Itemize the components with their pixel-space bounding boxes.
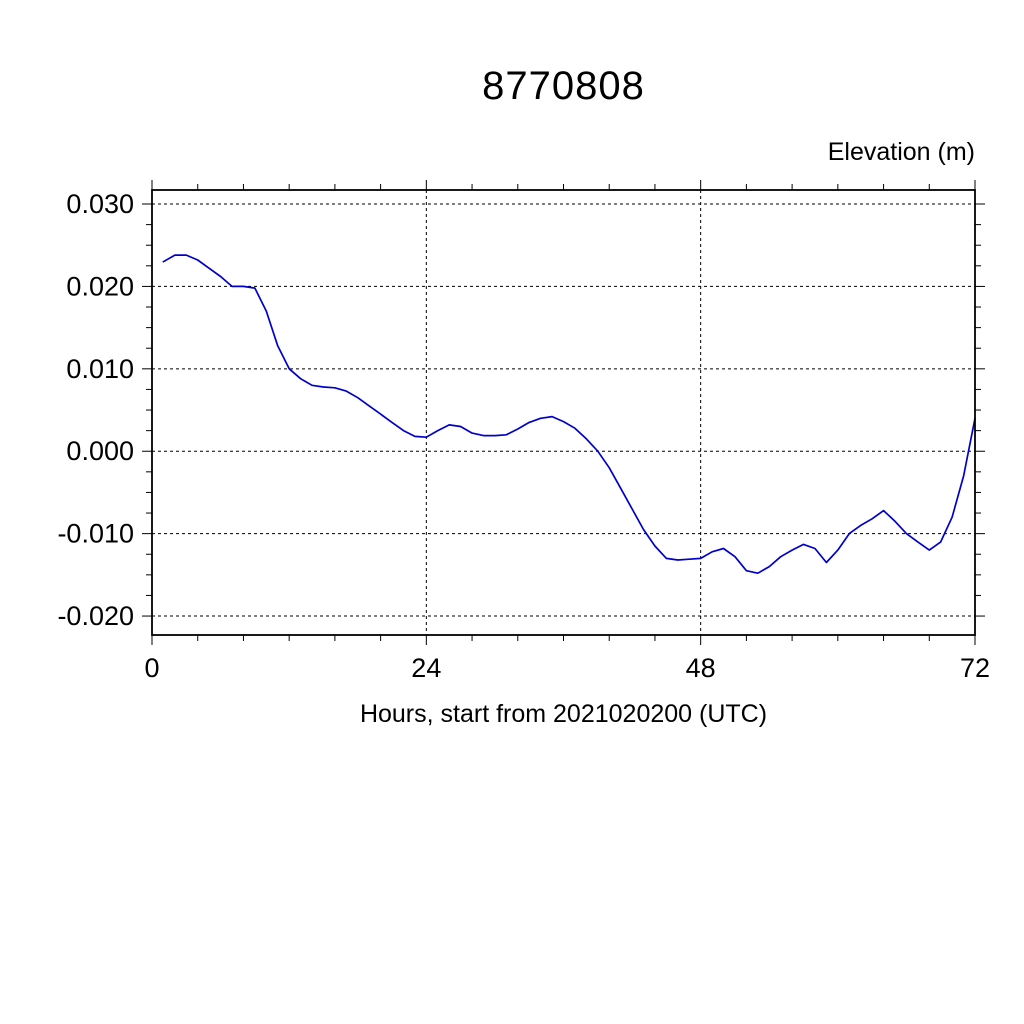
x-tick-label: 0 [144,653,159,683]
y-tick-label: 0.020 [66,271,134,301]
elevation-series-line [162,254,976,575]
y-tick-label: -0.010 [57,519,134,549]
y-tick-label: 0.010 [66,354,134,384]
y-tick-label: 0.000 [66,436,134,466]
x-axis-label: Hours, start from 2021020200 (UTC) [359,700,768,728]
chart-title: 8770808 [482,64,645,108]
x-tick-label: 24 [411,653,441,683]
y-tick-label: 0.030 [66,189,134,219]
x-tick-label: 48 [686,653,716,683]
y-axis-label: Elevation (m) [827,138,975,166]
plot-frame [151,189,976,636]
y-tick-label: -0.020 [57,601,134,631]
x-tick-label: 72 [960,653,990,683]
